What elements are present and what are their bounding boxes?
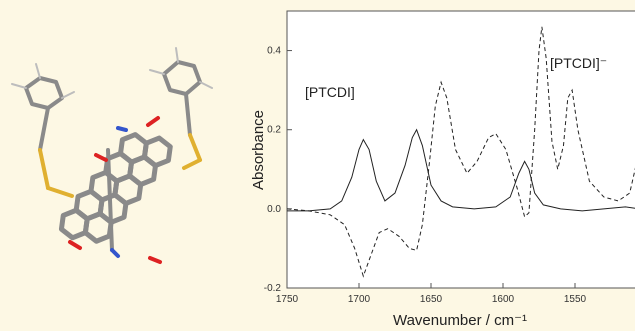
y-tick-label: 0.2 [267, 125, 281, 136]
x-tick-label: 1750 [276, 294, 299, 305]
x-tick-label: 1550 [564, 294, 587, 305]
x-axis-label: Wavenumber / cm⁻¹ [393, 312, 527, 329]
plot-area [287, 11, 635, 288]
chart: Wavenumber / cm⁻¹ Absorbance -0.2 0.0 0.2 0… [0, 0, 635, 331]
figure: Wavenumber / cm⁻¹ Absorbance -0.2 0.0 0.2 0… [0, 0, 635, 331]
y-axis-label: Absorbance [250, 110, 267, 190]
y-tick-label: 0.4 [267, 46, 281, 57]
annotation: [PTCDI]⁻ [550, 55, 607, 71]
x-tick-label: 1650 [420, 294, 443, 305]
y-tick-label: 0.0 [267, 204, 281, 215]
y-tick-label: -0.2 [264, 283, 282, 294]
annotation: [PTCDI] [305, 84, 355, 100]
x-tick-label: 1700 [348, 294, 371, 305]
x-tick-label: 1600 [492, 294, 515, 305]
